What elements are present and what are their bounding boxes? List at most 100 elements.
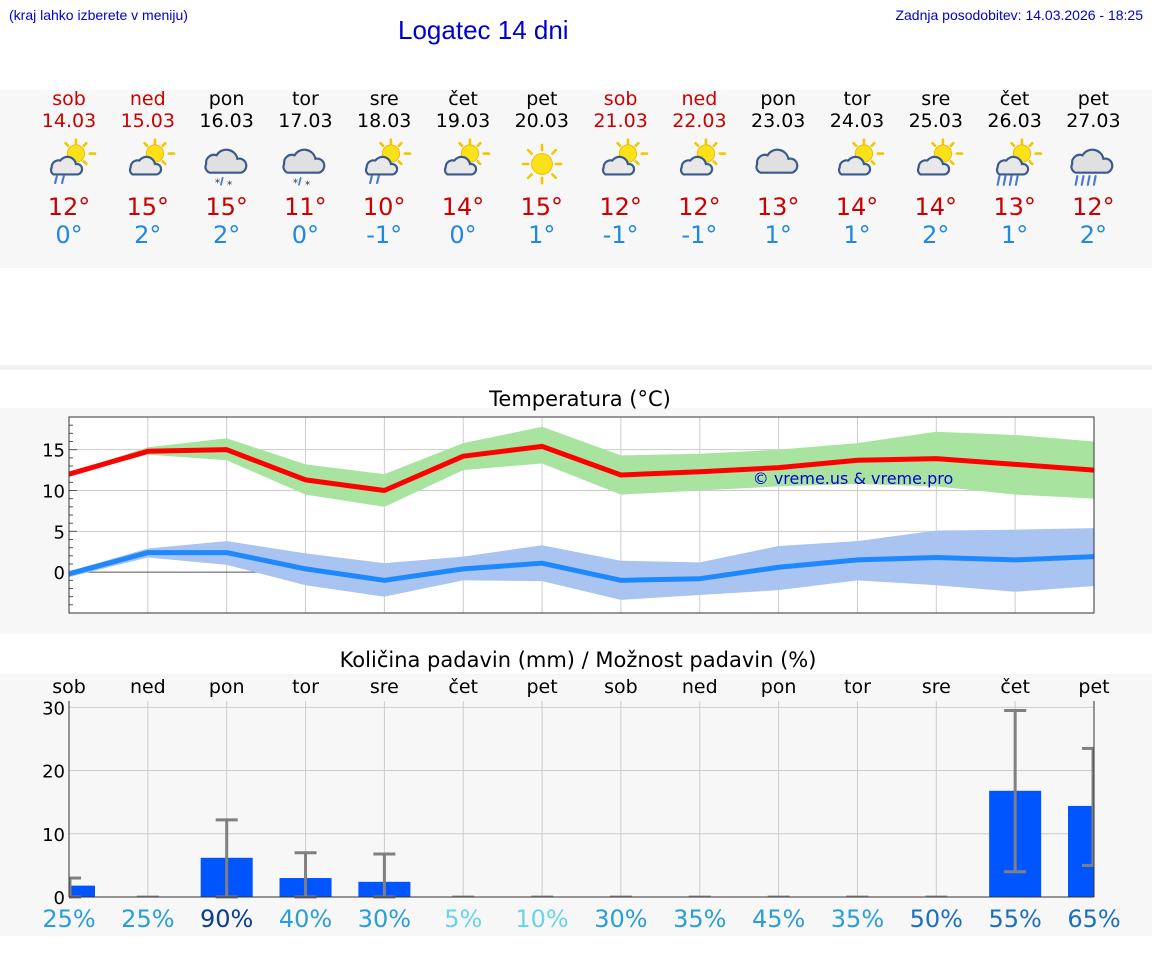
- cloud-snow-icon: [282, 148, 326, 190]
- temp-max: 12°: [1072, 193, 1115, 221]
- precip-probability: 35%: [673, 905, 726, 933]
- x-tick-label: tor: [292, 676, 319, 698]
- plot-frame: [68, 416, 1095, 614]
- y-tick-label: 15: [42, 441, 65, 462]
- series-max-line: [68, 443, 1095, 493]
- precip-probability: 45%: [752, 905, 805, 933]
- y-tick-label: 0: [54, 888, 65, 909]
- precip-probability: 25%: [121, 905, 174, 933]
- x-tick-label: sre: [922, 676, 951, 698]
- temp-min: 0°: [449, 221, 477, 249]
- day-date: 15.03: [120, 110, 175, 132]
- x-tick-label: čet: [1000, 676, 1030, 698]
- temp-max: 14°: [441, 193, 485, 221]
- day-column: ned 22.03 12° -1°: [659, 88, 739, 249]
- partly-sunny-icon: [837, 138, 885, 176]
- last-update-text: Zadnja posodobitev: 14.03.2026 - 18:25: [895, 7, 1143, 23]
- divider: [0, 365, 1152, 370]
- error-bar: [1082, 746, 1095, 867]
- temp-min: 1°: [843, 221, 871, 249]
- precip-probability: 25%: [42, 905, 95, 933]
- x-tick-label: pet: [1078, 676, 1109, 698]
- location-menu-hint: (kraj lahko izberete v meniju): [9, 7, 188, 23]
- partly-sunny-icon: [443, 138, 491, 176]
- day-date: 27.03: [1066, 110, 1121, 132]
- day-column: čet 26.03 13° 1°: [975, 88, 1055, 249]
- day-column: tor 24.03 14° 1°: [817, 88, 897, 249]
- partly-sunny-icon: [680, 138, 727, 176]
- day-column: čet 19.03 14° 0°: [423, 88, 503, 249]
- x-tick-label: tor: [844, 676, 871, 698]
- partly-sunny-rain-icon: [49, 138, 97, 185]
- x-tick-label: sre: [370, 676, 399, 698]
- day-date: 20.03: [514, 110, 569, 132]
- temp-max: 11°: [284, 193, 327, 221]
- cloud-heavy-rain-icon: [1070, 148, 1114, 186]
- day-name: ned: [129, 88, 166, 110]
- series-min-band: [69, 528, 1094, 600]
- temp-min: 2°: [1079, 221, 1108, 249]
- day-name: pet: [1077, 88, 1109, 110]
- partly-sunny-rain-icon: [364, 138, 412, 185]
- day-column: sre 25.03 14° 2°: [896, 88, 976, 249]
- temp-min: -1°: [366, 221, 403, 249]
- temp-max: 12°: [47, 193, 91, 221]
- cloud-rain-snow-icon: [203, 148, 247, 190]
- partly-sunny-icon: [601, 138, 648, 176]
- page-title: Logatec 14 dni: [398, 15, 569, 45]
- precip-probability: 30%: [358, 905, 411, 933]
- watermark: © vreme.us & vreme.pro: [753, 469, 954, 488]
- day-name: sre: [369, 88, 399, 110]
- precip-bar: [69, 885, 95, 897]
- temp-min: 1°: [1000, 221, 1029, 249]
- temp-max: 12°: [599, 193, 642, 221]
- temp-min: 1°: [764, 221, 792, 249]
- day-date: 25.03: [908, 110, 963, 132]
- day-name: čet: [999, 88, 1030, 110]
- day-name: sob: [603, 88, 638, 110]
- temp-min: 1°: [528, 221, 556, 249]
- day-date: 21.03: [593, 110, 648, 132]
- temperature-chart-title: Temperatura (°C): [489, 387, 671, 411]
- y-tick-label: 5: [54, 522, 65, 543]
- day-name: tor: [843, 88, 871, 110]
- day-date: 17.03: [278, 110, 333, 132]
- forecast-band: [0, 90, 1152, 268]
- partly-sunny-icon: [128, 138, 176, 176]
- x-tick-label: sob: [604, 676, 638, 698]
- day-column: sre 18.03 10° -1°: [344, 88, 424, 249]
- day-name: čet: [448, 88, 478, 110]
- day-name: pon: [208, 88, 245, 110]
- x-tick-label: pet: [526, 676, 557, 698]
- precip-probability: 55%: [988, 905, 1041, 933]
- day-date: 19.03: [435, 110, 491, 132]
- precip-probability: 40%: [279, 905, 332, 933]
- precip-probability: 50%: [910, 905, 963, 933]
- temp-max: 14°: [914, 193, 958, 221]
- day-date: 14.03: [41, 110, 97, 132]
- precipitation-chart-title: Količina padavin (mm) / Možnost padavin …: [339, 648, 817, 672]
- partly-sunny-icon: [916, 138, 964, 176]
- temp-max: 15°: [520, 193, 564, 221]
- y-tick-label: 30: [42, 698, 65, 719]
- x-tick-label: ned: [682, 676, 718, 698]
- temp-min: 0°: [291, 221, 320, 249]
- day-date: 22.03: [672, 110, 727, 132]
- day-name: sob: [52, 88, 86, 110]
- precip-probability: 5%: [444, 905, 482, 933]
- day-name: pon: [760, 88, 797, 110]
- day-column: pet 20.03 15° 1°: [502, 88, 582, 249]
- day-column: sob 14.03 12° 0°: [29, 88, 109, 249]
- sun-icon: [521, 143, 563, 185]
- temperature-chart: 0 5 10 15 © vreme.us & vreme.pro: [42, 416, 1095, 614]
- day-date: 23.03: [750, 110, 806, 132]
- temp-min: 2°: [134, 221, 162, 249]
- x-tick-label: sob: [52, 676, 86, 698]
- temp-max: 15°: [205, 193, 248, 221]
- day-column: sob 21.03 12° -1°: [581, 88, 661, 249]
- temp-max: 10°: [362, 193, 406, 221]
- x-tick-label: čet: [448, 676, 478, 698]
- y-tick-label: 10: [42, 825, 65, 846]
- y-tick-label: 10: [42, 482, 65, 503]
- day-column: pet 27.03 12° 2°: [1053, 88, 1133, 249]
